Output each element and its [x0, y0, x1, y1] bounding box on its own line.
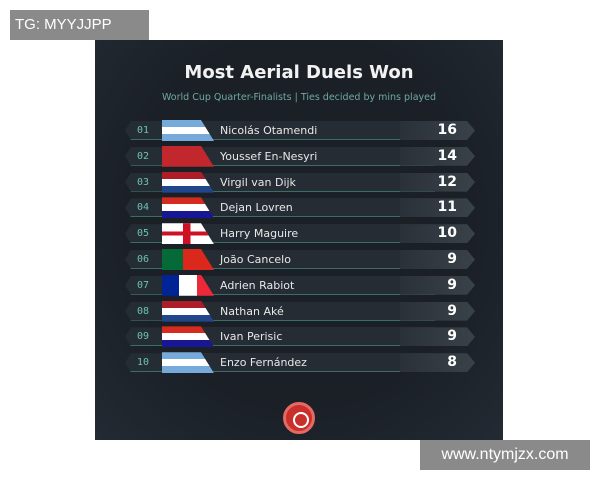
flag-argentina-icon	[162, 120, 214, 141]
player-name: João Cancelo	[220, 253, 291, 266]
rank: 10	[125, 353, 165, 373]
rank: 06	[125, 250, 165, 269]
duels-value: 9	[400, 302, 475, 321]
player-name: Ivan Perisic	[220, 330, 283, 344]
rank: 01	[125, 121, 165, 140]
flag-netherlands-icon	[162, 300, 214, 322]
player-name: Harry Maguire	[220, 227, 299, 241]
duels-value: 8	[400, 353, 475, 372]
row-bar	[165, 327, 435, 347]
flag-france-icon	[162, 274, 214, 296]
table-row: 06 João Cancelo 9	[125, 249, 475, 270]
duels-value: 9	[400, 276, 475, 295]
table-row: 05 Harry Maguire 10	[125, 223, 475, 245]
table-row: 08 Nathan Aké 9	[125, 300, 475, 322]
player-name: Nicolás Otamendi	[220, 124, 318, 137]
row-bar	[165, 121, 435, 140]
brand-logo-icon	[283, 402, 315, 434]
rank: 05	[125, 224, 165, 244]
row-bar	[165, 275, 435, 295]
duels-value: 16	[400, 121, 475, 140]
row-bar	[165, 353, 435, 373]
row-bar	[165, 198, 435, 218]
flag-netherlands-icon	[162, 171, 214, 193]
rank: 08	[125, 301, 165, 321]
flag-argentina-icon	[162, 352, 214, 374]
watermark-bottom-right: www.ntymjzx.com	[420, 440, 590, 470]
watermark-top-left: TG: MYYJJPP	[10, 10, 149, 40]
flag-portugal-icon	[162, 249, 214, 270]
page-title: Most Aerial Duels Won	[184, 62, 414, 83]
table-row: 02 Youssef En-Nesyri 14	[125, 145, 475, 167]
duels-value: 10	[400, 224, 475, 243]
row-bar	[165, 224, 435, 244]
row-bar	[165, 250, 435, 269]
leaderboard-card: Most Aerial Duels Won World Cup Quarter-…	[95, 40, 503, 440]
rank: 02	[125, 146, 165, 166]
row-bar	[165, 146, 435, 166]
table-row: 07 Adrien Rabiot 9	[125, 274, 475, 296]
flag-croatia-icon	[162, 197, 214, 219]
player-name: Dejan Lovren	[220, 201, 293, 215]
table-row: 01 Nicolás Otamendi 16	[125, 120, 475, 141]
duels-value: 9	[400, 327, 475, 346]
subtitle: World Cup Quarter-Finalists | Ties decid…	[161, 92, 437, 103]
rank: 04	[125, 198, 165, 218]
duels-value: 14	[400, 147, 475, 166]
row-bar	[165, 172, 435, 192]
table-row: 09 Ivan Perisic 9	[125, 326, 475, 348]
duels-value: 12	[400, 173, 475, 192]
table-row: 04 Dejan Lovren 11	[125, 197, 475, 219]
rank: 03	[125, 172, 165, 192]
duels-value: 9	[400, 250, 475, 269]
duels-value: 11	[400, 198, 475, 217]
player-name: Enzo Fernández	[220, 356, 307, 370]
rank: 07	[125, 275, 165, 295]
player-name: Youssef En-Nesyri	[220, 149, 318, 163]
table-row: 03 Virgil van Dijk 12	[125, 171, 475, 193]
flag-england-icon	[162, 223, 214, 245]
player-name: Nathan Aké	[220, 304, 284, 318]
flag-croatia-icon	[162, 326, 214, 348]
flag-morocco-icon	[162, 145, 214, 167]
player-name: Virgil van Dijk	[220, 175, 296, 189]
table-row: 10 Enzo Fernández 8	[125, 352, 475, 374]
player-name: Adrien Rabiot	[220, 278, 295, 292]
rank: 09	[125, 327, 165, 347]
row-bar	[165, 301, 435, 321]
